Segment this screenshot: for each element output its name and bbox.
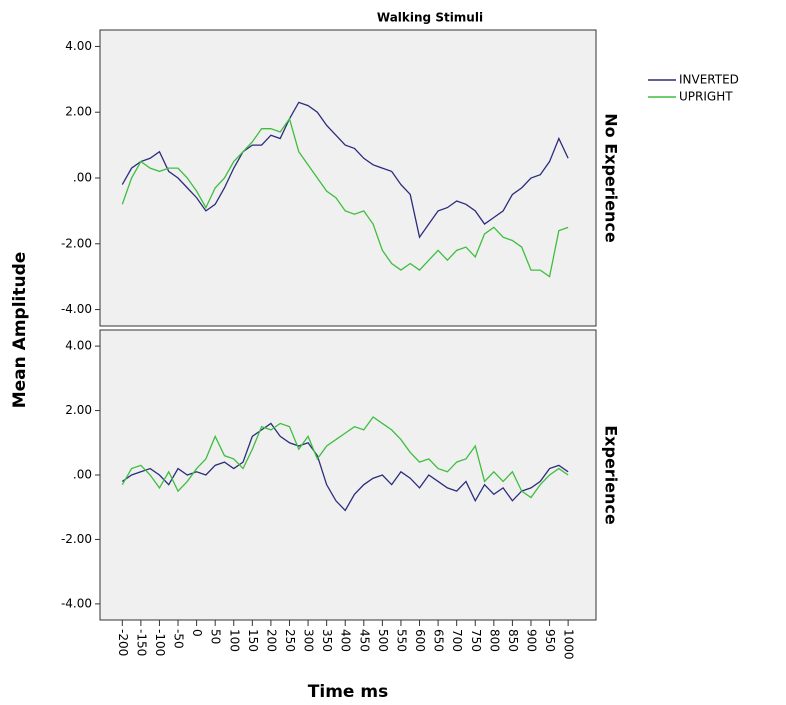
x-tick-label: 800 [487, 629, 501, 652]
facet-label: No Experience [602, 113, 621, 243]
y-tick-label: .00 [73, 171, 92, 185]
data-line [121, 117, 569, 278]
y-tick-label: .00 [73, 468, 92, 482]
panel-border [99, 329, 597, 621]
chart-title: Walking Stimuli [377, 11, 483, 25]
y-tick-label: 2.00 [65, 403, 92, 417]
x-tick-label: 850 [506, 629, 520, 652]
x-tick-label: -200 [116, 629, 130, 656]
y-tick-label: 2.00 [65, 105, 92, 119]
x-tick-label: 500 [376, 629, 390, 652]
data-line [121, 422, 569, 512]
y-tick-label: 4.00 [65, 339, 92, 353]
x-tick-label: 950 [543, 629, 557, 652]
x-tick-label: 700 [450, 629, 464, 652]
x-tick-label: 550 [394, 629, 408, 652]
panel-background [100, 30, 596, 326]
data-line [121, 416, 569, 499]
x-tick-label: -100 [153, 629, 167, 656]
x-tick-label: 150 [246, 629, 260, 652]
y-tick-label: -4.00 [61, 302, 92, 316]
x-tick-label: 600 [413, 629, 427, 652]
panel-border [99, 29, 597, 327]
x-tick-label: -150 [134, 629, 148, 656]
facet-label: Experience [602, 425, 621, 525]
x-tick-label: 650 [432, 629, 446, 652]
x-tick-label: 300 [302, 629, 316, 652]
x-tick-label: 1000 [562, 629, 576, 660]
legend-label: UPRIGHT [679, 90, 733, 104]
x-axis-label: Time ms [308, 682, 388, 702]
x-tick-label: 200 [264, 629, 278, 652]
y-tick-label: -4.00 [61, 596, 92, 610]
y-tick-label: -2.00 [61, 532, 92, 546]
y-axis-label: Mean Amplitude [10, 252, 30, 409]
x-tick-label: 900 [524, 629, 538, 652]
x-tick-label: 400 [339, 629, 353, 652]
y-tick-label: 4.00 [65, 39, 92, 53]
data-line [121, 101, 569, 239]
x-tick-label: -50 [172, 629, 186, 649]
x-tick-label: 0 [190, 629, 204, 637]
x-tick-label: 250 [283, 629, 297, 652]
y-tick-label: -2.00 [61, 236, 92, 250]
x-tick-label: 50 [209, 629, 223, 644]
legend-label: INVERTED [679, 73, 739, 87]
x-tick-label: 100 [227, 629, 241, 652]
x-tick-label: 750 [469, 629, 483, 652]
x-tick-label: 350 [320, 629, 334, 652]
x-tick-label: 450 [357, 629, 371, 652]
